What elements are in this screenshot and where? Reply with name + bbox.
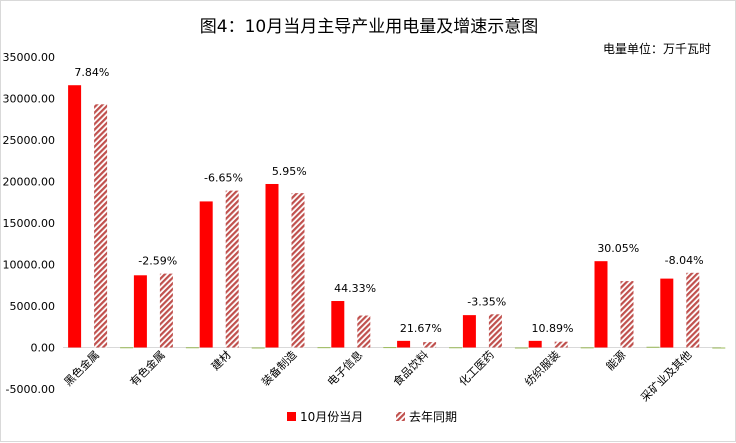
bar-last-year-4 [357,315,371,348]
y-tick-label: 25000.00 [3,134,56,147]
bar-minor-4 [383,347,397,349]
bar-current-6 [462,315,476,348]
legend-label-current: 10月份当月 [300,410,363,424]
bar-current-9 [660,278,674,348]
bar-current-4 [331,301,345,348]
growth-label: -3.35% [467,295,506,308]
y-axis: 35000.00 30000.00 25000.00 20000.00 15000.00… [3,51,721,396]
bar-last-year-8 [620,281,634,348]
growth-label: 7.84% [74,66,109,79]
x-axis-labels: 黑色金属 有色金属 建材 装备制造 电子信息 食品饮料 化工医药 纺织服装 能源 采矿业及其他 [61,348,694,405]
bar-last-year-7 [554,341,568,348]
legend-swatch-last-year [396,412,405,421]
bar-minor-7 [580,347,594,349]
bar-current-3 [265,183,279,348]
category-label: 装备制造 [258,348,299,389]
growth-label: -8.04% [665,254,704,267]
growth-label: 30.05% [597,242,639,255]
bar-current-2 [199,201,213,348]
bar-minor-9 [712,347,726,349]
growth-label: 21.67% [400,322,442,335]
legend-swatch-current [287,412,296,421]
bar-minor-5 [449,347,463,349]
category-label: 能源 [603,348,628,373]
category-label: 采矿业及其他 [638,348,694,404]
bar-minor-1 [185,347,199,349]
bar-current-1 [133,275,147,348]
category-label: 建材 [208,348,233,373]
legend-label-last-year: 去年同期 [409,410,457,424]
bar-minor-3 [317,347,331,349]
growth-label: -6.65% [204,172,243,185]
y-tick-label: 20000.00 [3,176,56,189]
y-tick-label: 15000.00 [3,217,56,230]
category-label: 电子信息 [324,348,365,389]
growth-label: 10.89% [532,322,574,335]
bar-last-year-2 [225,190,239,348]
y-tick-label: 35000.00 [3,51,56,64]
bar-last-year-1 [159,273,173,348]
bar-last-year-6 [488,314,502,348]
growth-label: 44.33% [334,282,376,295]
y-tick-label: 0.00 [31,342,56,355]
bar-current-8 [594,261,608,348]
category-label: 纺织服装 [522,348,563,389]
bar-last-year-9 [686,272,700,348]
bar-minor-0 [120,347,134,349]
growth-labels: 7.84% -2.59% -6.65% 5.95% 44.33% 21.67% -3.35%… [74,66,703,335]
bar-minor-8 [646,346,660,348]
y-tick-label: -5000.00 [6,383,55,396]
category-label: 有色金属 [127,348,168,389]
category-label: 食品饮料 [390,348,431,389]
growth-label: -2.59% [138,255,177,268]
bar-last-year-0 [94,104,108,348]
category-label: 黑色金属 [61,348,102,389]
bar-current-7 [528,340,542,348]
chart-title: 图4：10月当月主导产业用电量及增速示意图 [200,17,538,37]
bar-current-0 [68,85,82,348]
growth-label: 5.95% [272,165,307,178]
bar-minor-6 [514,347,528,349]
category-label: 化工医药 [456,348,497,389]
y-tick-label: 30000.00 [3,93,56,106]
bar-current-5 [397,340,411,348]
y-tick-label: 5000.00 [10,300,56,313]
bar-minor-2 [251,347,265,349]
y-tick-label: 10000.00 [3,259,56,272]
bar-last-year-3 [291,193,305,348]
legend: 10月份当月 去年同期 [287,410,457,424]
bar-last-year-5 [423,342,437,348]
unit-label: 电量单位：万千瓦时 [603,41,711,56]
bars-group [68,85,726,349]
